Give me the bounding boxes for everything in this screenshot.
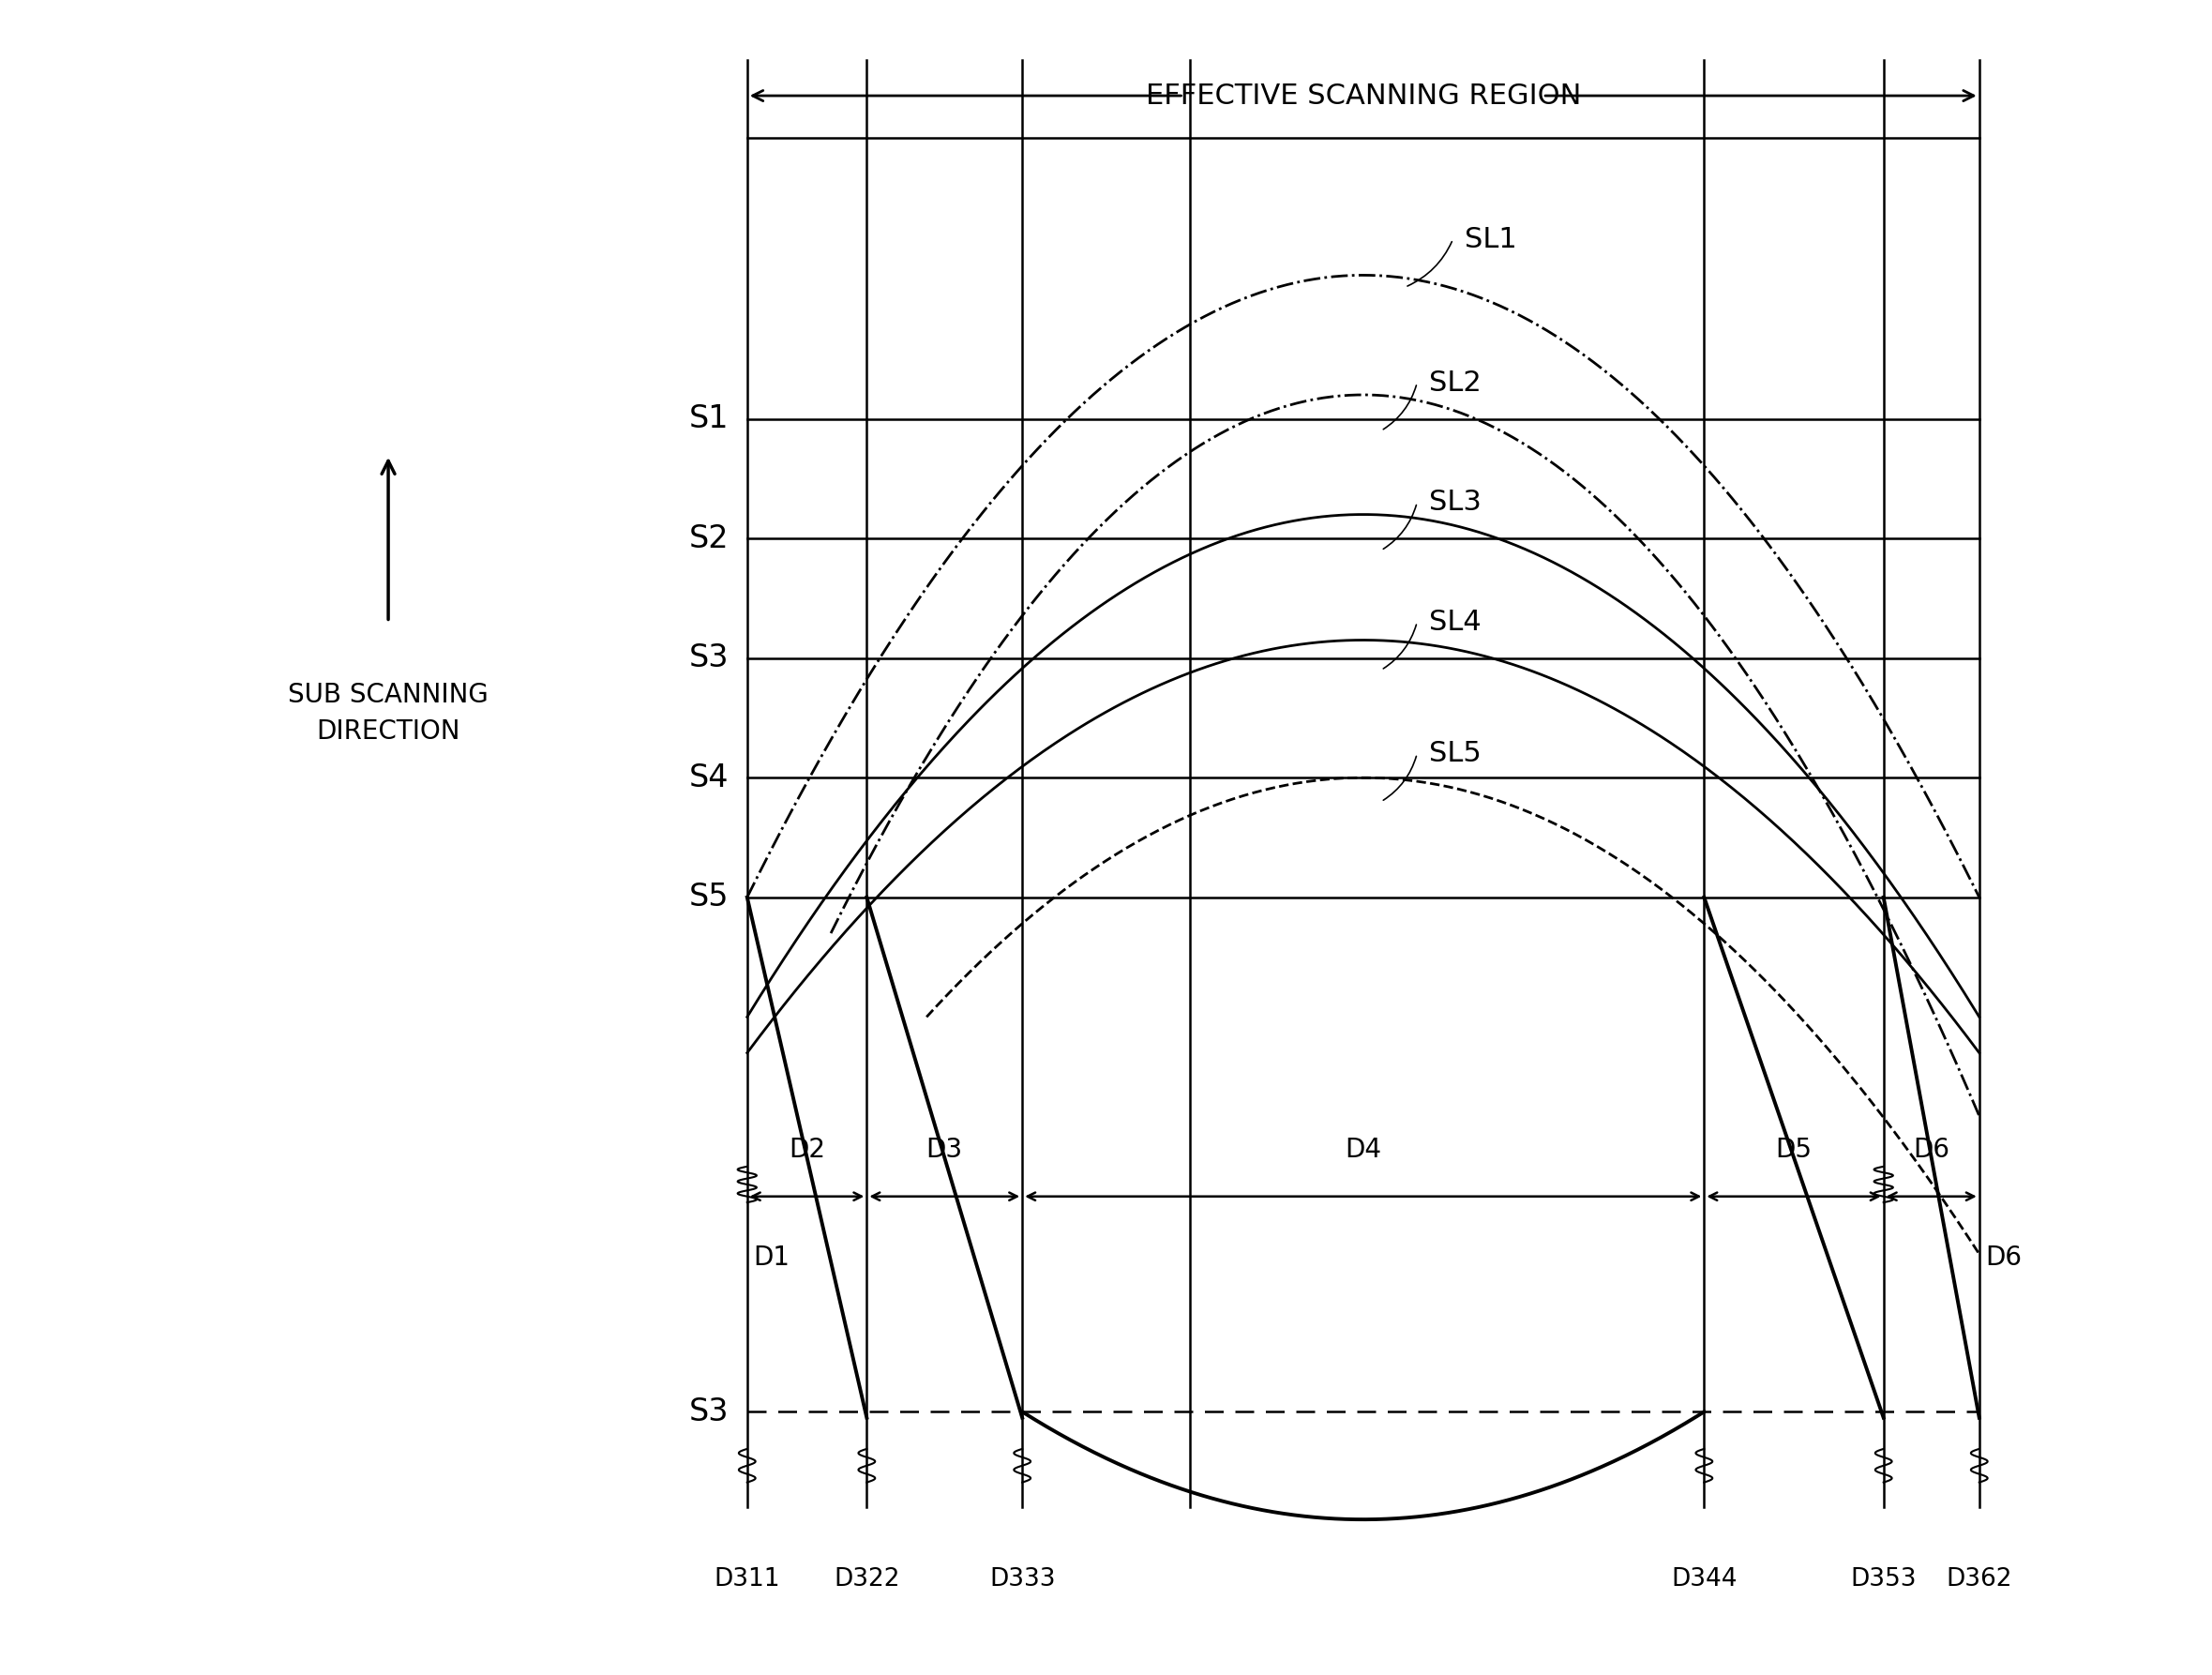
Text: S4: S4 (690, 762, 730, 794)
Text: S5: S5 (690, 881, 730, 913)
Text: S3: S3 (690, 1397, 730, 1427)
Text: S1: S1 (690, 404, 730, 434)
Text: SUB SCANNING
DIRECTION: SUB SCANNING DIRECTION (288, 682, 489, 745)
Text: D362: D362 (1947, 1568, 2013, 1591)
Text: D6: D6 (1984, 1245, 2022, 1271)
Text: D333: D333 (989, 1568, 1055, 1591)
Text: S2: S2 (690, 523, 730, 554)
Text: D5: D5 (1776, 1137, 1812, 1162)
Text: SL1: SL1 (1464, 226, 1517, 253)
Text: D353: D353 (1851, 1568, 1916, 1591)
Text: SL5: SL5 (1429, 740, 1482, 767)
Text: SL3: SL3 (1429, 489, 1482, 516)
Text: D6: D6 (1913, 1137, 1949, 1162)
Text: D322: D322 (834, 1568, 900, 1591)
Text: D3: D3 (927, 1137, 962, 1162)
Text: D344: D344 (1670, 1568, 1736, 1591)
Text: SL4: SL4 (1429, 608, 1482, 637)
Text: D4: D4 (1345, 1137, 1382, 1162)
Text: D1: D1 (752, 1245, 790, 1271)
Text: D2: D2 (790, 1137, 825, 1162)
Text: S3: S3 (690, 643, 730, 673)
Text: SL2: SL2 (1429, 369, 1482, 397)
Text: D311: D311 (714, 1568, 781, 1591)
Text: EFFECTIVE SCANNING REGION: EFFECTIVE SCANNING REGION (1146, 82, 1582, 109)
